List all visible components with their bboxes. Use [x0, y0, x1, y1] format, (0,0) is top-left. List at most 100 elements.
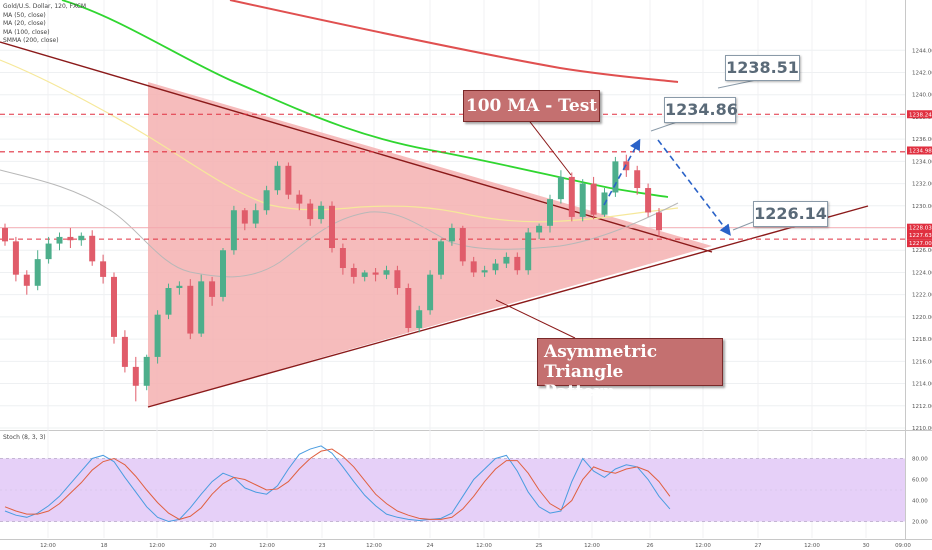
price-tick-label: 1226.00: [912, 248, 932, 254]
time-tick-label: 12:00: [40, 543, 56, 549]
price-tick-label: 1230.00: [912, 204, 932, 210]
candle: [503, 252, 510, 269]
ma-100-line: [61, 0, 669, 198]
candle: [350, 263, 357, 284]
ma-callout-pointer: [526, 117, 572, 176]
candle-body: [34, 259, 41, 286]
candle-body: [427, 274, 434, 311]
candle-body: [296, 194, 303, 204]
candle: [165, 283, 172, 320]
candle-body: [481, 270, 488, 273]
time-tick-label: 26: [647, 543, 654, 549]
candle-body: [361, 272, 368, 277]
candle: [220, 248, 226, 302]
low-label-pointer: [732, 221, 754, 231]
candle: [536, 223, 543, 240]
price-tag-box: [907, 239, 932, 248]
candle: [12, 236, 19, 282]
candle-body: [590, 183, 597, 215]
candle-body: [634, 170, 641, 189]
time-tick-label: 12:00: [804, 543, 820, 549]
candle: [285, 162, 292, 200]
candle-body: [165, 288, 172, 315]
triangle-callout-line1: Asymmetric Triangle: [544, 342, 658, 382]
candle-body: [121, 336, 128, 367]
candle: [230, 205, 237, 255]
price-tick-label: 1234.00: [912, 159, 932, 165]
candle: [448, 223, 455, 246]
candle-body: [12, 241, 19, 275]
candle: [547, 194, 553, 233]
triangle-fill: [148, 82, 712, 407]
legend-ma100: MA (100, close): [3, 28, 50, 36]
moving-averages: [0, 0, 679, 278]
price-tick-label: 1236.00: [912, 137, 932, 143]
price-tag-label: 1227.63: [909, 233, 932, 239]
candle-body: [241, 210, 248, 224]
candle-body: [111, 276, 117, 337]
candle-body: [459, 228, 466, 262]
legend-ma20: MA (20, close): [3, 20, 46, 27]
stochastic-label: Stoch (8, 3, 3): [3, 434, 46, 441]
price-tick-label: 1214.00: [912, 382, 932, 388]
candle-body: [45, 243, 52, 260]
time-tick-label: 30: [863, 543, 870, 549]
candle-body: [285, 165, 292, 195]
candle: [383, 265, 390, 280]
candle: [557, 170, 564, 204]
candle-body: [132, 366, 139, 386]
candle: [645, 183, 652, 217]
level-low-label: 1226.14: [753, 201, 828, 227]
price-tag-box: [907, 110, 932, 119]
legend-ma50: MA (50, close): [3, 11, 46, 19]
candle: [492, 259, 499, 275]
candle: [481, 265, 488, 277]
level-high-label: 1238.51: [725, 55, 800, 81]
candle: [568, 172, 575, 222]
candle-body: [525, 232, 532, 271]
time-tick-label: 09:00: [895, 543, 911, 549]
time-tick-label: 27: [755, 543, 762, 549]
candle: [296, 190, 303, 211]
ma-50-line: [0, 59, 679, 223]
stochastic-panel: 20.00 40.00 60.00 80.00: [0, 445, 928, 526]
price-tick-label: 1232.00: [912, 182, 932, 188]
triangle-callout-pointer: [495, 299, 576, 339]
candle-body: [416, 310, 423, 329]
candle-body: [2, 228, 8, 242]
candle: [590, 176, 597, 220]
candle: [394, 265, 401, 295]
candle: [187, 279, 194, 340]
candle-body: [187, 285, 194, 334]
price-tag-label: 1238.24: [909, 112, 932, 118]
candle-body: [470, 261, 477, 273]
candle: [459, 225, 466, 266]
time-tick-label: 18: [101, 543, 108, 549]
candle: [78, 232, 85, 246]
candle: [405, 283, 412, 333]
candle-body: [372, 272, 379, 275]
candle-body: [547, 199, 553, 226]
candle: [252, 203, 259, 229]
stoch-tick-label: 40.00: [912, 499, 928, 505]
time-tick-label: 12:00: [259, 543, 275, 549]
smma-200-line: [229, 0, 679, 83]
candle-body: [656, 212, 662, 231]
price-tick-label: 1240.00: [912, 93, 932, 99]
candle: [100, 254, 107, 284]
candle-body: [220, 250, 226, 297]
level-mid-label: 1234.86: [664, 97, 738, 123]
candle-body: [579, 183, 586, 217]
candle: [121, 330, 128, 373]
chart-legend: Gold/U.S. Dollar, 120, FXCM MA (50, clos…: [3, 3, 86, 46]
candle-body: [350, 268, 357, 277]
price-tick-label: 1224.00: [912, 270, 932, 276]
candle-body: [329, 205, 335, 249]
candle-body: [274, 165, 281, 191]
candle: [427, 270, 434, 315]
time-tick-label: 12:00: [476, 543, 492, 549]
candle: [176, 281, 183, 295]
candle-body: [143, 356, 150, 386]
candle: [2, 223, 8, 246]
